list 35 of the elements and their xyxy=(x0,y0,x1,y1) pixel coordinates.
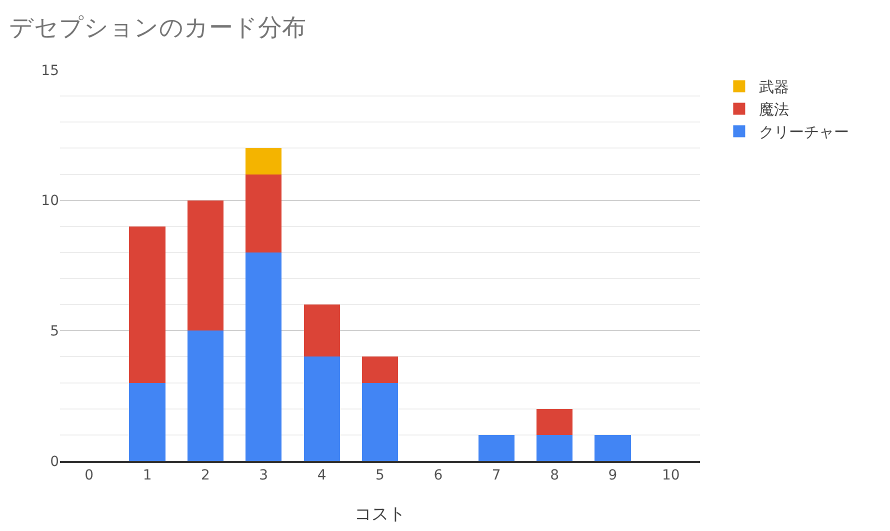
bar xyxy=(362,382,398,461)
bar xyxy=(129,382,166,461)
x-tick-label: 7 xyxy=(492,468,501,484)
chart-title: デセプションのカード分布 xyxy=(8,13,306,42)
x-tick-label: 0 xyxy=(84,468,94,484)
bar xyxy=(129,226,166,383)
x-tick-label: 1 xyxy=(142,468,152,484)
bar xyxy=(362,356,398,383)
x-tick-label: 2 xyxy=(200,468,210,484)
x-tick-label: 4 xyxy=(317,468,326,484)
y-tick-label: 15 xyxy=(41,62,59,79)
bar xyxy=(246,252,282,461)
bar xyxy=(478,434,514,461)
x-tick-label: 8 xyxy=(550,468,560,484)
legend-label: 武器 xyxy=(759,78,790,96)
y-tick-label: 10 xyxy=(41,193,59,210)
bar xyxy=(187,200,224,331)
x-tick-label: 9 xyxy=(608,468,618,484)
x-tick-label: 5 xyxy=(376,468,384,484)
y-tick-label: 0 xyxy=(50,454,59,470)
bar xyxy=(304,304,340,357)
bar xyxy=(304,356,340,461)
legend-label: 魔法 xyxy=(759,100,790,119)
bar xyxy=(536,408,573,435)
bar xyxy=(246,174,282,252)
bar xyxy=(246,148,282,174)
bar xyxy=(536,434,573,461)
legend-label: クリーチャー xyxy=(759,123,850,142)
x-axis-title: コスト xyxy=(354,504,406,524)
bar xyxy=(594,434,631,461)
y-tick-label: 5 xyxy=(50,324,59,340)
x-tick-label: 10 xyxy=(662,468,680,484)
bar xyxy=(187,330,224,461)
x-tick-label: 6 xyxy=(434,468,443,484)
x-tick-label: 3 xyxy=(259,468,268,484)
